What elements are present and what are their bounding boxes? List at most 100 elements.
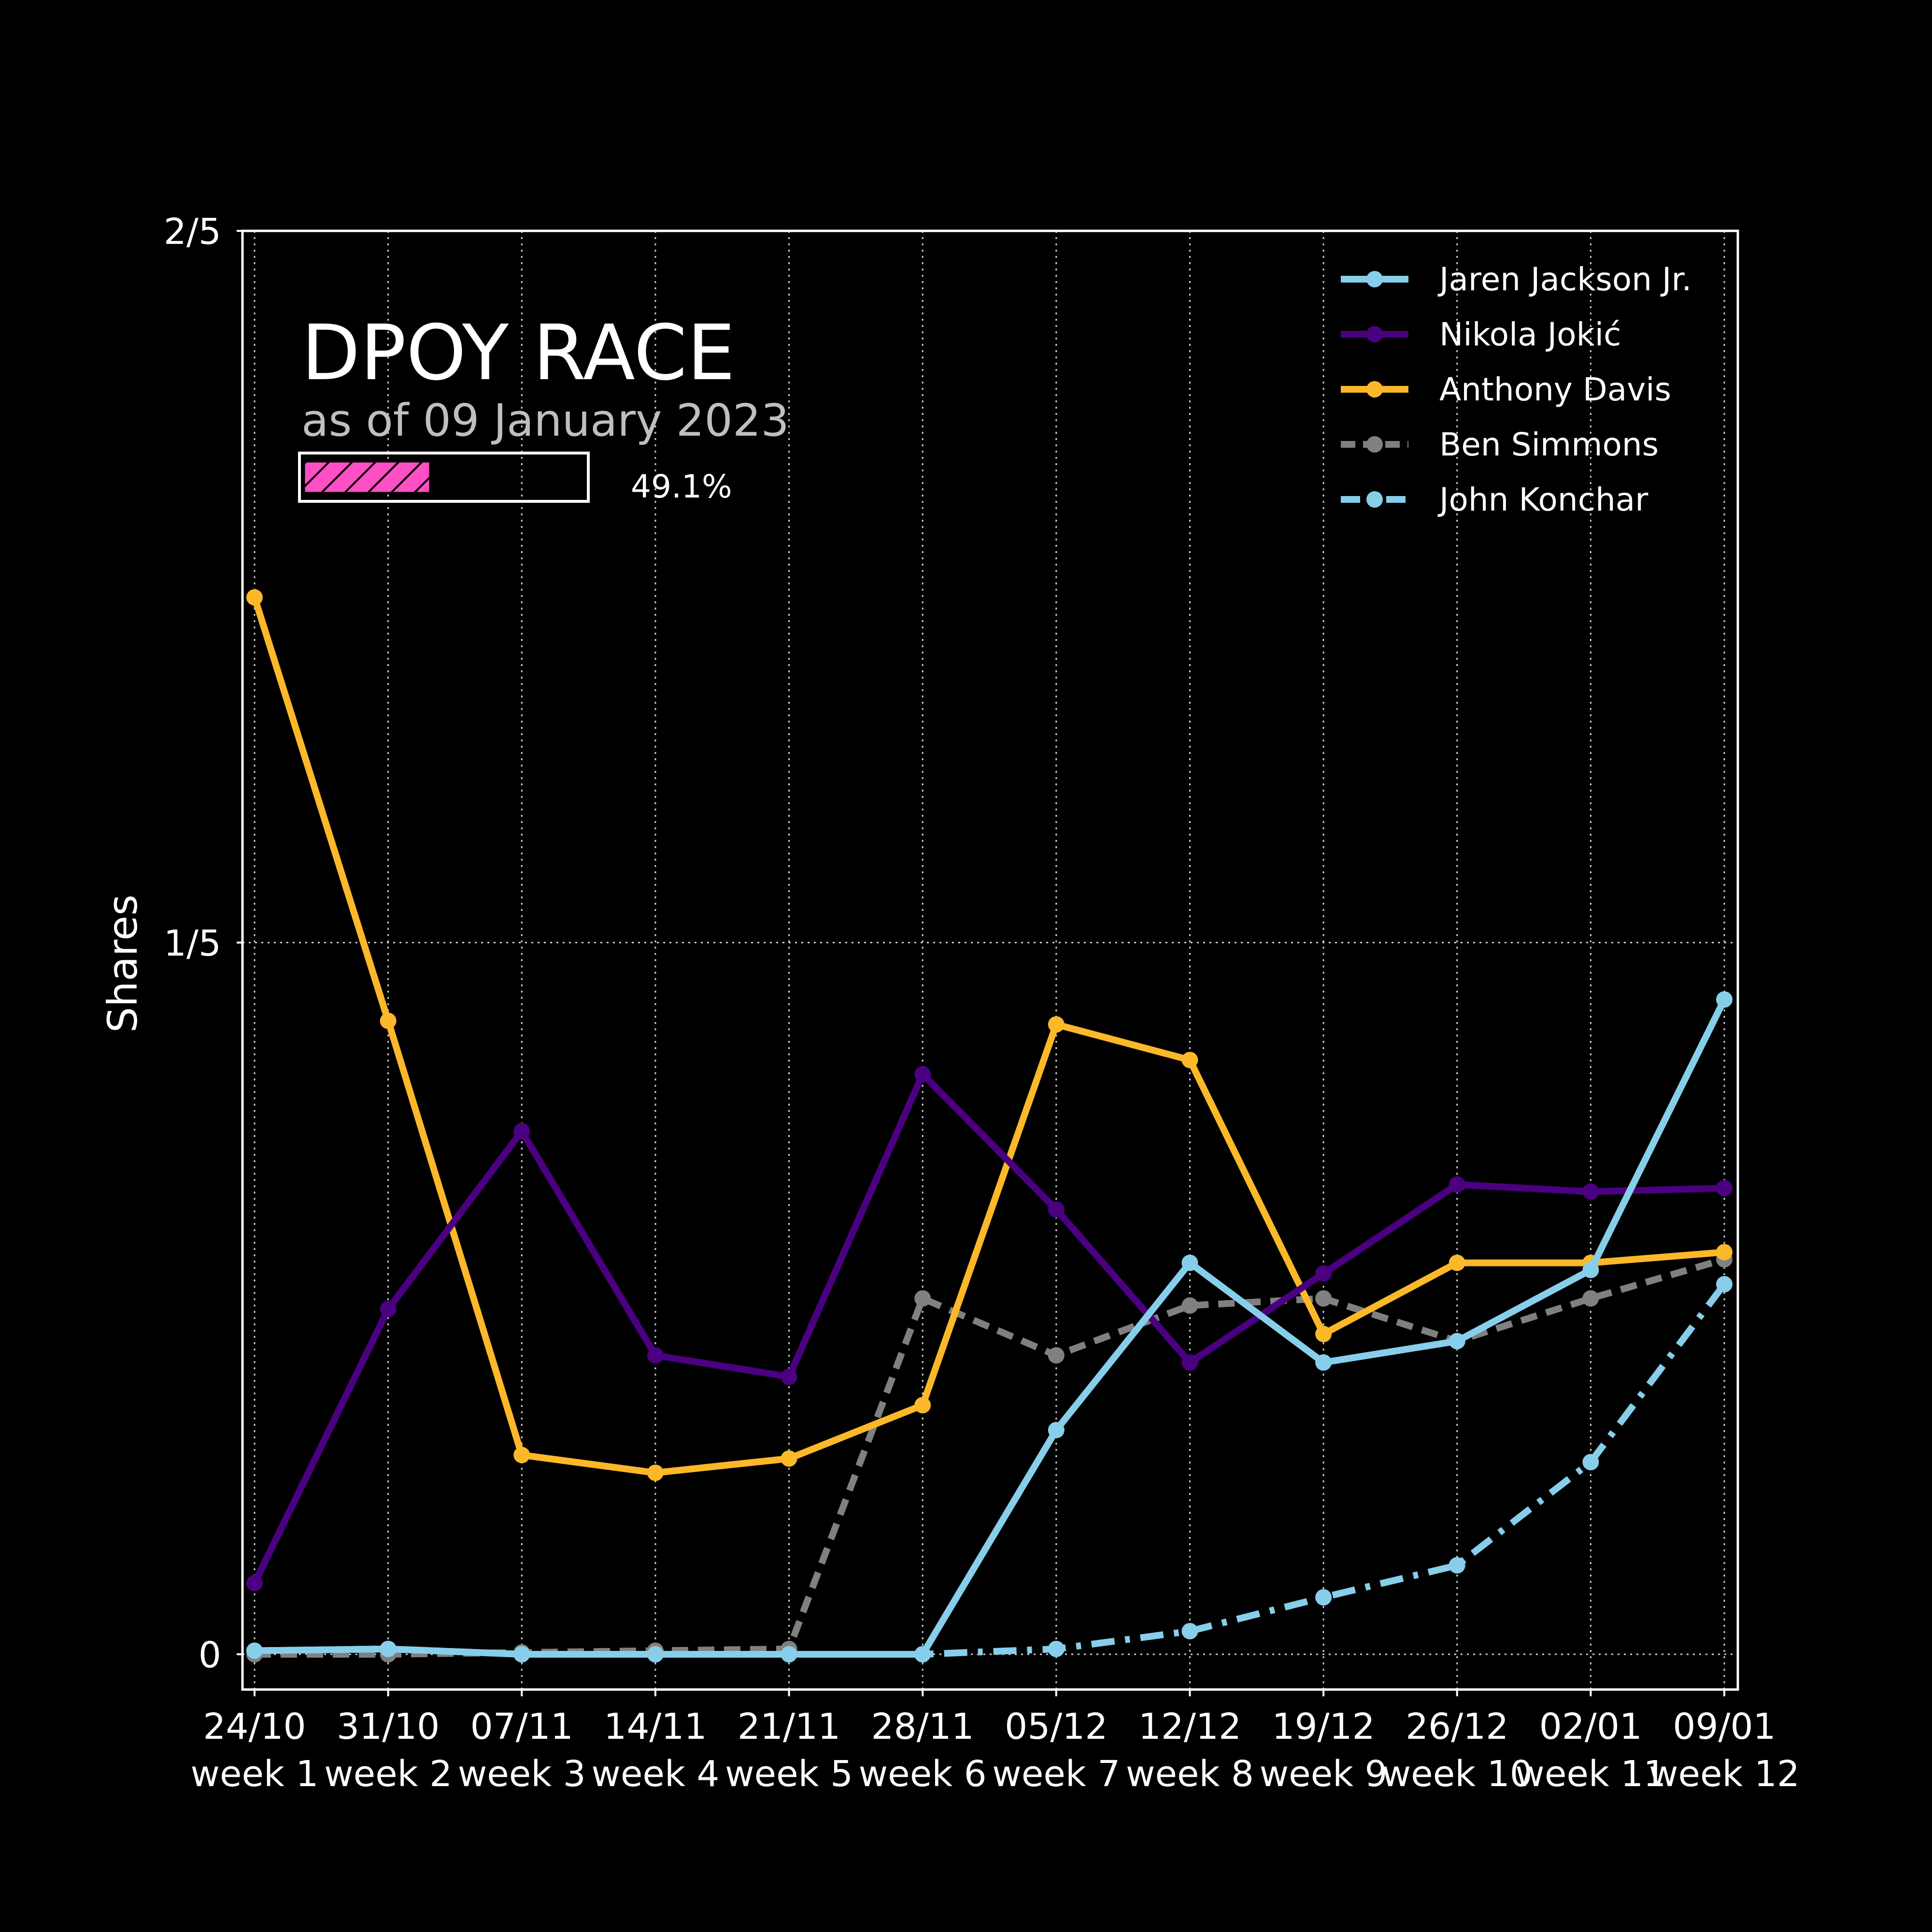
x-tick-date: 31/10 (337, 1706, 440, 1747)
x-tick-week: week 10 (1382, 1753, 1533, 1795)
legend-item: Jaren Jackson Jr. (1341, 261, 1692, 298)
chart-title: DPOY RACE (301, 309, 735, 398)
progress-bar-track (298, 452, 590, 503)
data-point (1315, 1265, 1332, 1282)
series-jaren-jackson-jr- (246, 991, 1733, 1662)
x-tick-date: 28/11 (871, 1706, 974, 1747)
x-tick-date: 09/01 (1673, 1706, 1776, 1747)
series-line (254, 998, 1728, 1658)
series-line (251, 1071, 1725, 1585)
series-line (251, 596, 1725, 1477)
legend-marker (1366, 381, 1383, 398)
data-point (914, 1646, 931, 1662)
data-point (1181, 1354, 1198, 1371)
data-point (246, 1575, 263, 1591)
data-point (1048, 1201, 1065, 1218)
y-axis-label: Shares (99, 895, 146, 1033)
data-point (513, 1447, 530, 1463)
legend-item: John Konchar (1341, 481, 1648, 518)
x-tick-date: 07/11 (470, 1706, 573, 1747)
data-point (1716, 1244, 1733, 1261)
x-tick-week: week 4 (591, 1753, 719, 1795)
legend-marker (1366, 491, 1383, 508)
x-tick-date: 14/11 (604, 1706, 707, 1747)
data-point (914, 1066, 931, 1083)
legend: Jaren Jackson Jr. Nikola Jokić Anthony Dav… (1341, 261, 1692, 518)
y-ticks: 0 1/5 2/5 (164, 211, 242, 1676)
series-anthony-davis (246, 589, 1733, 1481)
x-tick-week: week 1 (190, 1753, 318, 1795)
data-point (647, 1464, 664, 1481)
x-tick-week: week 11 (1515, 1753, 1666, 1795)
x-tick-date: 21/11 (738, 1706, 840, 1747)
x-tick-week: week 5 (725, 1753, 853, 1795)
legend-item: Nikola Jokić (1341, 316, 1621, 353)
y-tick-label: 0 (199, 1634, 221, 1676)
data-point (1449, 1254, 1465, 1271)
data-point (1048, 1640, 1065, 1657)
legend-label: Jaren Jackson Jr. (1437, 261, 1692, 298)
legend-label: John Konchar (1437, 481, 1648, 518)
data-point (246, 589, 263, 606)
legend-label: Nikola Jokić (1439, 316, 1621, 353)
data-point (380, 1301, 397, 1318)
series-layer (246, 589, 1733, 1662)
progress-percent: 49.1% (631, 468, 732, 505)
data-point (513, 1122, 530, 1139)
data-point (781, 1368, 797, 1385)
data-point (1716, 1276, 1733, 1293)
x-tick-date: 02/01 (1539, 1706, 1642, 1747)
data-point (380, 1012, 397, 1029)
legend-label: Ben Simmons (1439, 426, 1659, 463)
data-point (246, 1642, 263, 1659)
data-point (1048, 1347, 1065, 1364)
x-tick-week: week 7 (992, 1753, 1120, 1795)
progress-bar-fill (303, 461, 431, 494)
x-tick-week: week 8 (1126, 1753, 1254, 1795)
y-tick-label: 1/5 (164, 923, 221, 965)
x-tick-week: week 9 (1260, 1753, 1388, 1795)
data-point (914, 1397, 931, 1414)
x-tick-date: 12/12 (1138, 1706, 1241, 1747)
x-tick-week: week 6 (859, 1753, 987, 1795)
plot-frame (241, 229, 1739, 1691)
title-block: DPOY RACE as of 09 January 2023 49.1% (298, 309, 789, 505)
y-tick-label: 2/5 (164, 211, 221, 253)
data-point (781, 1646, 797, 1662)
data-point (1181, 1623, 1198, 1640)
x-tick-week: week 2 (324, 1753, 452, 1795)
x-tick-date: 26/12 (1406, 1706, 1508, 1747)
data-point (1716, 1179, 1733, 1196)
x-tick-date: 19/12 (1272, 1706, 1375, 1747)
data-point (513, 1646, 530, 1662)
data-point (1582, 1262, 1599, 1279)
data-point (1449, 1333, 1465, 1350)
legend-item: Anthony Davis (1341, 371, 1671, 408)
x-tick-date: 24/10 (203, 1706, 306, 1747)
grid (242, 231, 1738, 1690)
data-point (1315, 1589, 1332, 1606)
x-tick-date: 05/12 (1005, 1706, 1108, 1747)
data-point (380, 1640, 397, 1657)
legend-marker (1366, 436, 1383, 453)
data-point (1315, 1354, 1332, 1371)
data-point (1716, 991, 1733, 1008)
legend-marker (1366, 326, 1383, 342)
series-line (254, 1282, 1727, 1658)
data-point (647, 1347, 664, 1364)
chart-subtitle: as of 09 January 2023 (301, 395, 789, 446)
data-point (1582, 1290, 1599, 1307)
data-point (1181, 1254, 1198, 1271)
data-point (1048, 1421, 1065, 1438)
data-point (1449, 1176, 1465, 1193)
legend-label: Anthony Davis (1439, 371, 1671, 408)
legend-marker (1366, 271, 1383, 287)
data-point (914, 1290, 931, 1307)
data-point (1315, 1290, 1332, 1307)
data-point (1449, 1557, 1465, 1574)
data-point (647, 1646, 664, 1662)
data-point (1048, 1016, 1065, 1033)
data-point (1181, 1051, 1198, 1068)
x-tick-week: week 3 (458, 1753, 586, 1795)
